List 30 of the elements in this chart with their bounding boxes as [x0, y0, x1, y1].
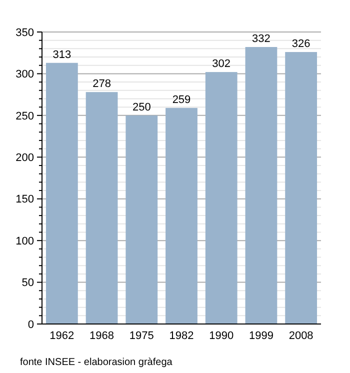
y-tick-label: 50	[22, 277, 34, 290]
x-tick-label: 1975	[129, 330, 154, 342]
bar	[205, 72, 238, 324]
x-tick-label: 1990	[209, 330, 234, 342]
y-tick-label: 350	[16, 26, 34, 39]
y-tick-label: 300	[16, 68, 34, 81]
y-tick-label: 150	[16, 194, 34, 206]
y-tick-label: 100	[16, 235, 34, 248]
source-note: fonte INSEE - elaborasion gràfega	[20, 357, 173, 368]
data-label: 332	[252, 33, 270, 46]
y-tick-label: 0	[28, 318, 34, 331]
y-tick-label: 200	[16, 152, 34, 164]
bar	[245, 47, 278, 324]
bar	[126, 115, 158, 324]
bar	[46, 62, 78, 324]
bar	[86, 92, 118, 324]
data-label: 326	[292, 38, 310, 50]
x-tick-label: 1968	[90, 330, 114, 342]
data-label: 313	[52, 48, 72, 61]
data-label: 278	[92, 78, 111, 90]
x-tick-label: 1962	[50, 330, 74, 342]
x-tick-label: 2008	[288, 330, 314, 342]
bar	[166, 108, 198, 324]
x-tick-label: 1999	[248, 330, 274, 342]
y-tick-label: 250	[16, 110, 34, 122]
data-label: 250	[132, 101, 151, 114]
x-tick-label: 1982	[169, 330, 194, 342]
data-label: 302	[212, 58, 231, 70]
data-label: 259	[172, 94, 191, 106]
bar	[285, 52, 318, 324]
